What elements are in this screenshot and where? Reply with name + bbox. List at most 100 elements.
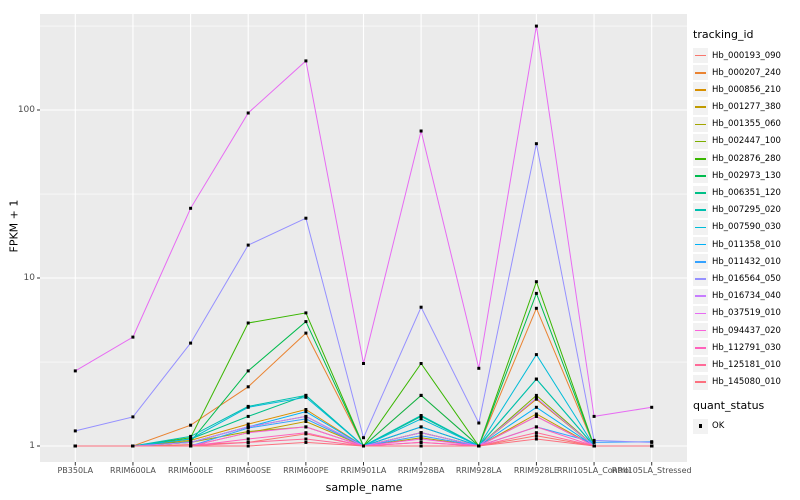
data-point <box>419 431 423 435</box>
x-tick-label: RRIM600LA <box>110 466 156 475</box>
data-point <box>419 129 423 133</box>
data-point <box>73 369 77 373</box>
data-point <box>304 440 308 444</box>
legend-item: Hb_001277_380 <box>693 99 799 115</box>
legend-key-line-icon <box>693 237 708 253</box>
legend-item: Hb_006351_120 <box>693 185 799 201</box>
data-point <box>477 421 481 425</box>
legend-label: Hb_094437_020 <box>712 325 781 336</box>
data-point <box>246 444 250 448</box>
legend-key-line-icon <box>693 254 708 270</box>
legend-label: Hb_037519_010 <box>712 308 781 319</box>
data-point <box>246 243 250 247</box>
legend-label: Hb_002876_280 <box>712 153 781 164</box>
data-point <box>304 395 308 399</box>
legend-key-line-icon <box>693 48 708 63</box>
legend-label: OK <box>712 421 725 432</box>
legend-key-line-icon <box>693 133 708 149</box>
legend-key-line-icon <box>693 323 708 338</box>
legend-label: Hb_011358_010 <box>712 239 781 250</box>
legend-label: Hb_007590_030 <box>712 222 781 233</box>
legend-label: Hb_016564_050 <box>712 273 781 284</box>
data-point <box>534 414 538 418</box>
legend-key-line-icon <box>693 374 708 390</box>
data-point <box>650 440 654 444</box>
data-point <box>592 438 596 442</box>
y-tick-label: 10 <box>23 272 35 283</box>
legend-key-line-icon <box>693 271 708 287</box>
legend-item: Hb_007590_030 <box>693 219 799 235</box>
y-axis-title: FPKM + 1 <box>7 199 21 253</box>
data-point <box>304 425 308 429</box>
legend-key-line-icon <box>693 340 708 356</box>
data-point <box>246 414 250 418</box>
data-point <box>534 405 538 409</box>
data-point <box>189 437 193 441</box>
legend-key-line-icon <box>693 219 708 235</box>
data-point <box>419 434 423 438</box>
data-point <box>304 320 308 324</box>
legend-item: Hb_002973_130 <box>693 168 799 184</box>
data-point <box>419 417 423 421</box>
x-tick-label: PB350LA <box>57 466 94 475</box>
x-tick-label: RRII105LA_Stressed <box>611 466 692 475</box>
data-point <box>534 434 538 438</box>
data-point <box>304 431 308 435</box>
data-point <box>246 437 250 441</box>
data-point <box>534 396 538 400</box>
data-point <box>246 440 250 444</box>
data-point <box>650 405 654 409</box>
data-point <box>534 291 538 295</box>
legend-label: Hb_006351_120 <box>712 188 781 198</box>
legend-item: Hb_016564_050 <box>693 271 799 287</box>
data-point <box>304 417 308 421</box>
data-point <box>362 444 365 448</box>
legend-label: Hb_001355_060 <box>712 119 781 130</box>
legend-item: Hb_112791_030 <box>693 340 799 356</box>
legend-label: Hb_112791_030 <box>712 342 781 353</box>
data-point <box>419 393 423 397</box>
legend-item: Hb_011358_010 <box>693 237 799 253</box>
data-point <box>131 335 135 339</box>
y-tick-label: 100 <box>17 104 35 115</box>
data-point <box>534 393 538 397</box>
legend-key-line-icon <box>693 185 708 201</box>
legend-item: Hb_007295_020 <box>693 202 799 218</box>
legend-item: Hb_145080_010 <box>693 374 799 390</box>
legend-key-line-icon <box>693 305 708 321</box>
legend-key-line-icon <box>693 82 708 98</box>
data-point <box>534 280 538 284</box>
data-point <box>534 377 538 381</box>
legend-label: Hb_145080_010 <box>712 377 781 388</box>
legend-title-tracking-id: tracking_id <box>693 28 754 41</box>
x-tick-label: RRIM928LE <box>513 466 559 475</box>
legend-key-line-icon <box>693 357 708 373</box>
data-point <box>419 440 423 444</box>
legend-label: Hb_000207_240 <box>712 67 781 78</box>
data-point <box>419 362 423 365</box>
legend-key-line-icon <box>693 65 708 81</box>
data-point <box>304 420 308 423</box>
data-point <box>246 431 250 435</box>
legend-key-line-icon <box>693 288 708 304</box>
data-point <box>131 415 135 419</box>
y-tick-label: 1 <box>29 440 35 451</box>
x-tick-label: RRIM928BA <box>397 466 445 475</box>
x-tick-label: RRII105LA_Control <box>556 466 632 475</box>
legend-label: Hb_125181_010 <box>712 359 781 370</box>
legend-item-ok: OK <box>693 418 799 434</box>
data-point <box>304 393 308 397</box>
data-point <box>246 321 250 325</box>
data-point <box>419 437 423 441</box>
legend-item: Hb_000193_090 <box>693 48 799 63</box>
legend-item: Hb_002447_100 <box>693 133 799 149</box>
legend-item: Hb_037519_010 <box>693 305 799 321</box>
legend-key-line-icon <box>693 116 708 132</box>
legend-item: Hb_000856_210 <box>693 82 799 98</box>
data-point <box>534 353 538 357</box>
legend: tracking_id Hb_000193_090 Hb_000207_240 Hb… <box>693 28 799 436</box>
data-point <box>246 405 250 409</box>
data-point <box>592 414 596 418</box>
x-axis-title: sample_name <box>325 481 403 494</box>
legend-item: Hb_002876_280 <box>693 151 799 167</box>
